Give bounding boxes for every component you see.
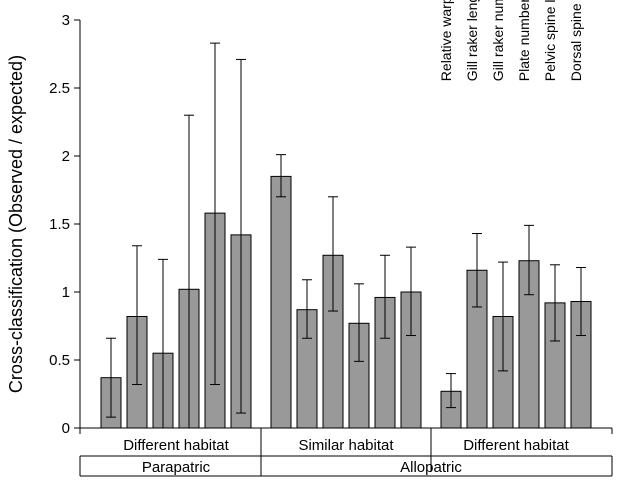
trait-label: Plate number	[516, 0, 532, 81]
trait-label: Gill raker number	[490, 0, 506, 81]
y-tick-label: 2	[62, 148, 70, 165]
chart-svg: 0 0.5 1 1.5 2 2.5 3 Cross-classification (Obser…	[0, 0, 629, 504]
trait-label: Relative warp 1	[438, 0, 454, 81]
trait-label: Dorsal spine length	[568, 0, 584, 81]
trait-label: Pelvic spine length	[542, 0, 558, 81]
group-top-label: Allopatric	[400, 459, 462, 476]
y-tick-label: 0	[62, 420, 70, 437]
chart-container: 0 0.5 1 1.5 2 2.5 3 Cross-classification (Obser…	[0, 0, 629, 504]
bar	[271, 176, 291, 428]
group-sub-label: Different habitat	[463, 437, 569, 454]
group-sub-label: Different habitat	[123, 437, 229, 454]
trait-label: Gill raker length	[464, 0, 480, 81]
y-tick-label: 1	[62, 284, 70, 301]
y-axis-label: Cross-classification (Observed / expecte…	[6, 55, 26, 393]
y-tick-label: 2.5	[49, 80, 70, 97]
group-top-label: Parapatric	[142, 459, 211, 476]
group-sub-label: Similar habitat	[298, 437, 394, 454]
y-tick-label: 3	[62, 12, 70, 29]
y-tick-label: 1.5	[49, 216, 70, 233]
y-tick-label: 0.5	[49, 352, 70, 369]
